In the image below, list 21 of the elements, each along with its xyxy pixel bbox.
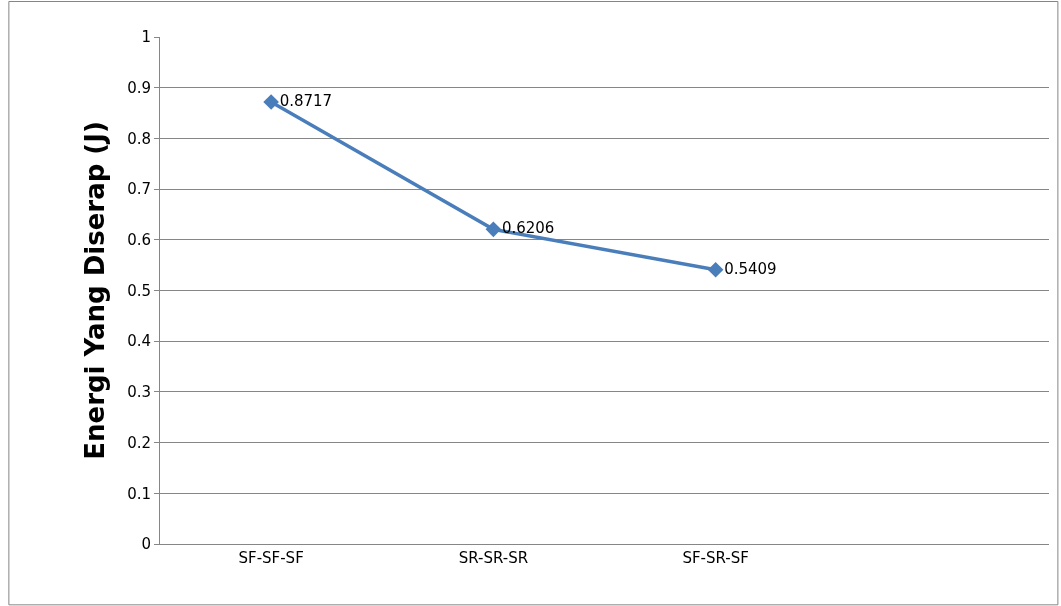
data-label: 0.5409 [724, 259, 777, 278]
data-label: 0.8717 [279, 91, 333, 110]
y-tick-label: 0.3 [127, 383, 151, 402]
y-tick-label: 1 [141, 28, 151, 47]
y-tick-label: 0.7 [127, 180, 151, 199]
y-tick-label: 0.2 [127, 433, 151, 452]
x-tick-label: SF-SF-SF [238, 549, 304, 567]
y-tick-label: 0.8 [127, 129, 151, 148]
y-tick-label: 0 [141, 535, 151, 554]
y-tick-label: 0.5 [127, 281, 151, 300]
y-axis-title: Energi Yang Diserap (J) [79, 121, 110, 460]
y-tick-label: 0.1 [127, 484, 151, 503]
x-tick-label: SF-SR-SF [682, 549, 749, 567]
x-tick-label: SR-SR-SR [458, 549, 529, 567]
data-label: 0.6206 [501, 219, 555, 238]
point [707, 261, 724, 278]
point [263, 94, 279, 110]
y-tick-label: 0.4 [127, 332, 151, 351]
y-tick-label: 0.6 [127, 231, 151, 250]
y-tick-label: 0.9 [127, 78, 151, 97]
point [485, 221, 502, 238]
